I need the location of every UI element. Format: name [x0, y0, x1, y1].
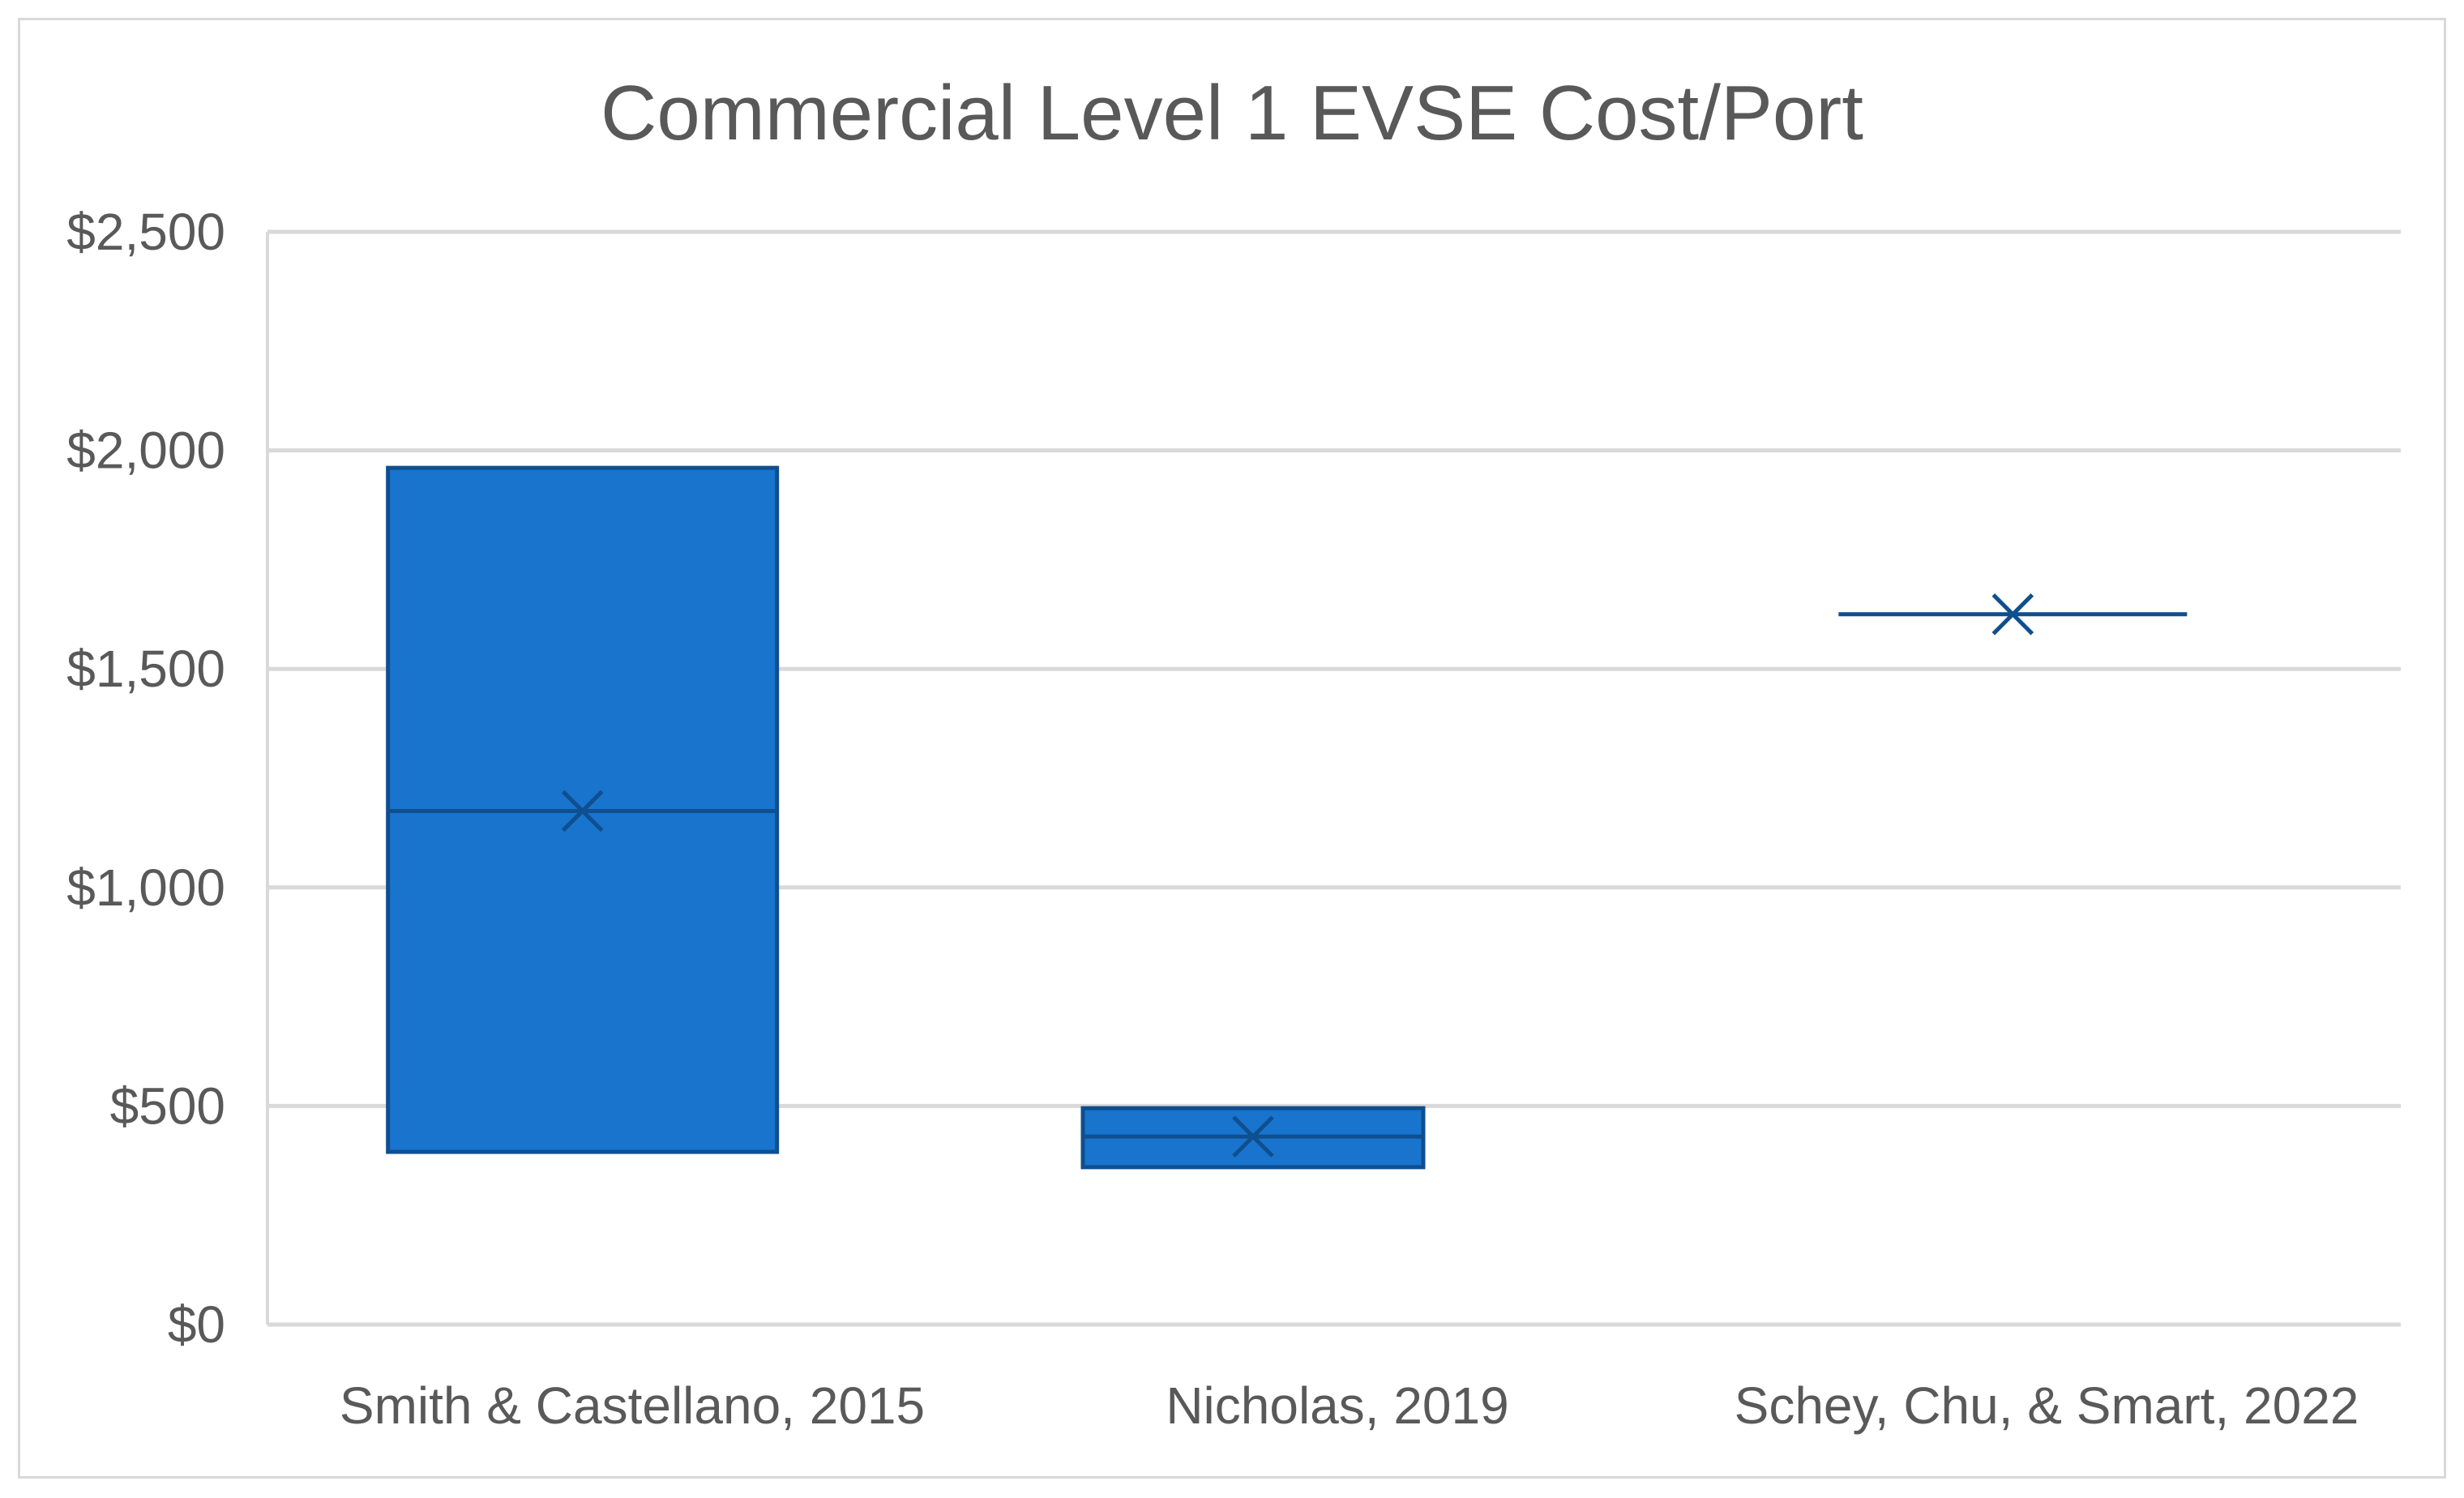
y-tick-label: $2,500	[66, 203, 225, 261]
box-series	[386, 465, 2188, 1170]
box-item	[386, 465, 780, 1154]
y-tick-label: $1,500	[66, 640, 225, 698]
chart-title: Commercial Level 1 EVSE Cost/Port	[601, 70, 1863, 156]
mean-marker-stroke	[1991, 593, 2034, 636]
x-category-label: Smith & Castellano, 2015	[340, 1376, 925, 1435]
mean-marker	[1232, 1115, 1274, 1158]
x-axis: Smith & Castellano, 2015 Nicholas, 2019 Sc…	[340, 1376, 2359, 1435]
box-item	[1838, 593, 2188, 636]
box-item	[1080, 1106, 1426, 1170]
x-category-label: Schey, Chu, & Smart, 2022	[1735, 1376, 2359, 1435]
mean-marker	[1991, 593, 2034, 636]
y-tick-label: $2,000	[66, 422, 225, 480]
mean-marker-stroke	[1232, 1115, 1274, 1158]
mean-marker	[561, 790, 604, 832]
y-tick-label: $1,000	[66, 858, 225, 917]
mean-marker-stroke	[561, 790, 604, 832]
x-category-label: Nicholas, 2019	[1166, 1376, 1508, 1435]
y-tick-label: $500	[110, 1076, 225, 1135]
y-axis: $0 $500 $1,000 $1,500 $2,000 $2,500	[66, 203, 269, 1354]
y-tick-label: $0	[168, 1295, 225, 1354]
